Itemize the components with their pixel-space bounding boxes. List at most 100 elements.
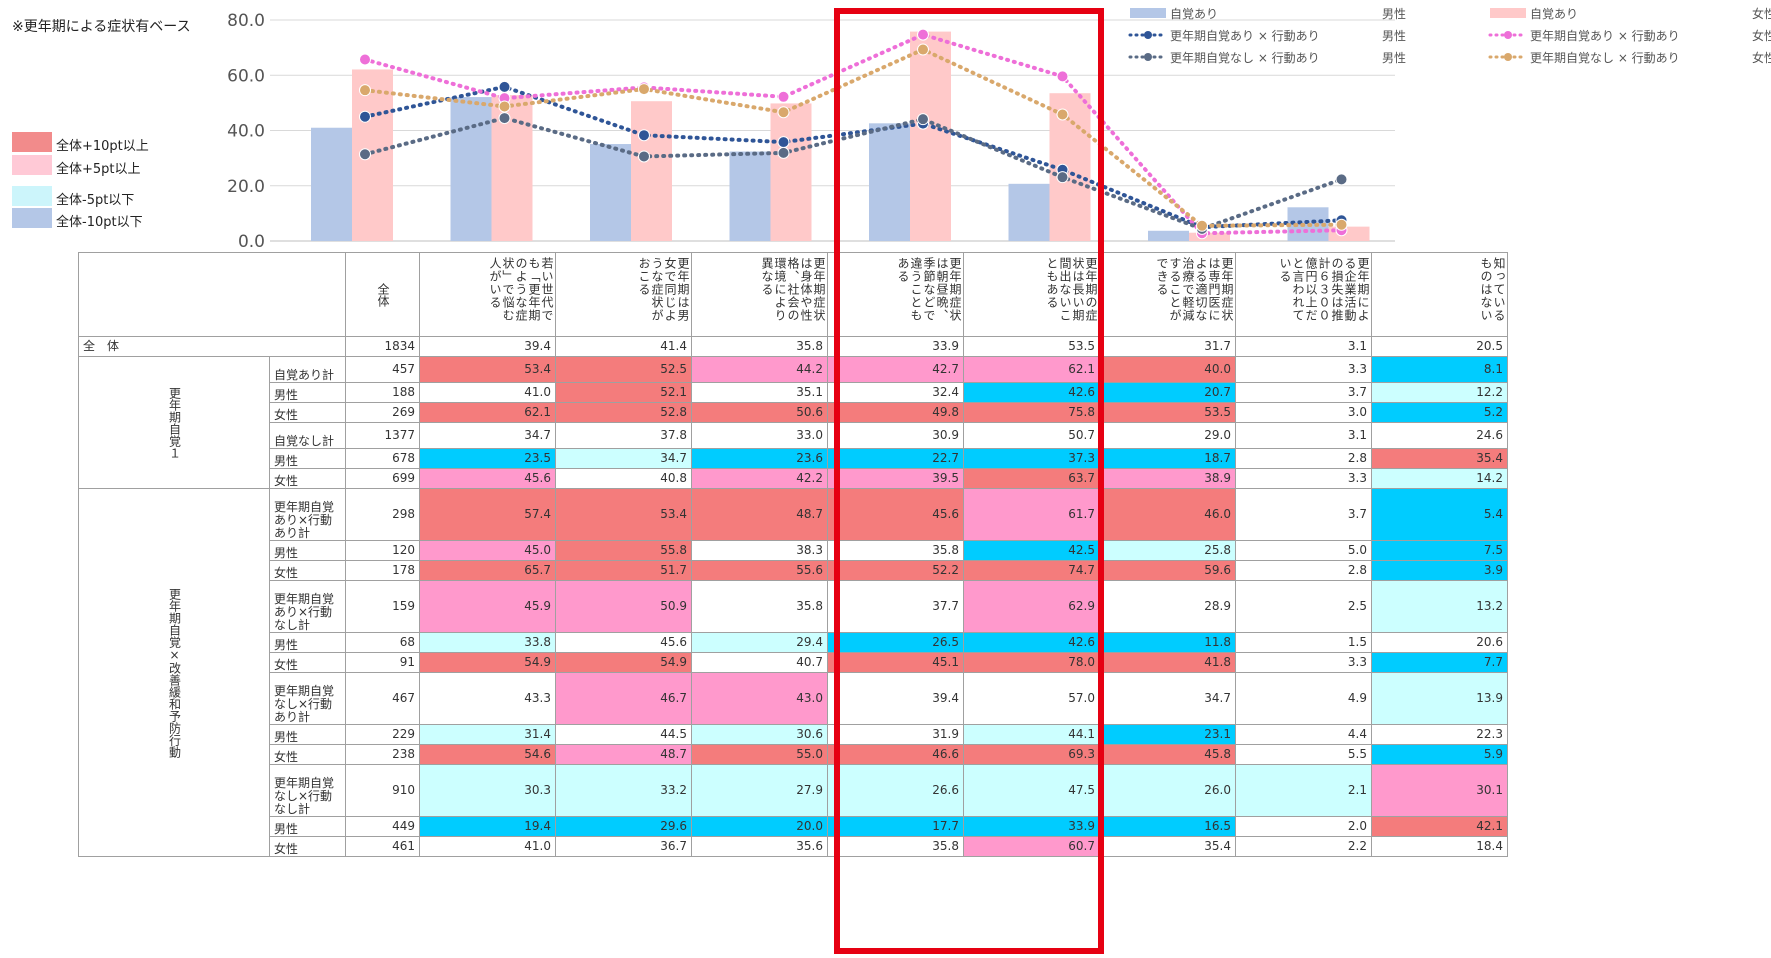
data-cell: 29.6 — [555, 816, 692, 837]
legend-label: 全体-5pt以下 — [56, 193, 135, 208]
sample-size: 449 — [345, 816, 420, 837]
data-cell: 61.7 — [963, 488, 1100, 541]
line-point — [359, 84, 371, 97]
data-cell: 13.9 — [1371, 672, 1508, 725]
data-cell: 46.7 — [555, 672, 692, 725]
bar — [631, 101, 672, 241]
data-cell: 2.1 — [1235, 764, 1372, 817]
line-point — [777, 106, 790, 119]
bar — [352, 69, 393, 241]
table-row: 女性 238 54.6 48.7 55.0 46.6 69.3 45.8 5.5 5.9 — [79, 744, 1508, 765]
data-cell: 45.1 — [827, 652, 964, 673]
data-cell: 44.2 — [691, 356, 828, 383]
data-cell: 32.4 — [827, 382, 964, 403]
data-cell: 5.9 — [1371, 744, 1508, 765]
y-tick-label: 0.0 — [238, 232, 265, 250]
sample-size: 467 — [345, 672, 420, 725]
data-cell: 22.7 — [827, 448, 964, 469]
data-cell: 3.1 — [1235, 336, 1372, 357]
data-table: 全体 若い世代でも「更年期のような症状」で悩む人がいる 更年期は男女で同じような症状… — [78, 252, 1508, 857]
line-point — [777, 146, 790, 159]
table-row: 女性 461 41.0 36.7 35.6 35.8 60.7 35.4 2.2 18.4 — [79, 836, 1508, 857]
data-cell: 42.5 — [963, 540, 1100, 561]
bar — [770, 103, 812, 242]
data-cell: 69.3 — [963, 744, 1100, 765]
data-cell: 4.9 — [1235, 672, 1372, 725]
row-label: 男性 — [269, 540, 346, 561]
data-cell: 54.9 — [555, 652, 692, 673]
data-cell: 31.4 — [419, 724, 556, 745]
data-cell: 27.9 — [691, 764, 828, 817]
data-cell: 35.4 — [1099, 836, 1236, 857]
data-cell: 33.8 — [419, 632, 556, 653]
data-cell: 26.5 — [827, 632, 964, 653]
data-cell: 3.7 — [1235, 488, 1372, 541]
y-tick-label: 60.0 — [227, 66, 265, 86]
data-cell: 37.3 — [963, 448, 1100, 469]
data-cell: 1.5 — [1235, 632, 1372, 653]
legend-line-marker — [1144, 31, 1152, 39]
row-label: 自覚なし計 — [269, 422, 346, 449]
bar — [1148, 230, 1189, 241]
data-cell: 34.7 — [1099, 672, 1236, 725]
data-cell: 45.6 — [419, 468, 556, 489]
data-cell: 54.9 — [419, 652, 556, 673]
data-cell: 29.4 — [691, 632, 828, 653]
data-cell: 35.8 — [691, 336, 828, 357]
line-point — [1335, 218, 1348, 231]
legend-label: 全体-10pt以下 — [56, 215, 143, 230]
line-point — [1196, 219, 1208, 232]
data-cell: 45.6 — [827, 488, 964, 541]
data-cell: 60.7 — [963, 836, 1100, 857]
row-label: 男性 — [269, 632, 346, 653]
row-label: 女性 — [269, 468, 346, 489]
column-header: 知っているものはない — [1371, 252, 1508, 337]
data-cell: 42.1 — [1371, 816, 1508, 837]
row-label: 女性 — [269, 402, 346, 423]
bar — [1008, 183, 1050, 241]
column-header: 若い世代でも「更年期のような症状」で悩む人がいる — [419, 252, 556, 337]
sample-size: 298 — [345, 488, 420, 541]
data-cell: 36.7 — [555, 836, 692, 857]
data-cell: 33.9 — [963, 816, 1100, 837]
legend-line-marker — [1504, 53, 1512, 61]
table-row: 男性 188 41.0 52.1 35.1 32.4 42.6 20.7 3.7 12.2 — [79, 382, 1508, 403]
data-cell: 40.8 — [555, 468, 692, 489]
data-cell: 63.7 — [963, 468, 1100, 489]
data-cell: 7.5 — [1371, 540, 1508, 561]
sample-size: 68 — [345, 632, 420, 653]
data-cell: 52.5 — [555, 356, 692, 383]
column-header: 更年期の症状は長い期間出ないこともある — [963, 252, 1100, 337]
row-label: 女性 — [269, 744, 346, 765]
data-cell: 55.8 — [555, 540, 692, 561]
data-cell: 20.6 — [1371, 632, 1508, 653]
row-label: 女性 — [269, 560, 346, 581]
data-cell: 20.7 — [1099, 382, 1236, 403]
line-point — [638, 83, 650, 96]
data-cell: 17.7 — [827, 816, 964, 837]
data-cell: 42.6 — [963, 382, 1100, 403]
data-cell: 4.4 — [1235, 724, 1372, 745]
data-cell: 65.7 — [419, 560, 556, 581]
data-cell: 24.6 — [1371, 422, 1508, 449]
row-label: 女性 — [269, 652, 346, 673]
data-cell: 40.0 — [1099, 356, 1236, 383]
legend-gender: 女性 — [1752, 28, 1771, 43]
data-cell: 30.1 — [1371, 764, 1508, 817]
table-row: 女性 269 62.1 52.8 50.6 49.8 75.8 53.5 3.0 5.2 — [79, 402, 1508, 423]
line-point — [498, 100, 511, 113]
data-cell: 45.8 — [1099, 744, 1236, 765]
sample-size: 910 — [345, 764, 420, 817]
sample-size: 699 — [345, 468, 420, 489]
header-total: 全体 — [345, 252, 420, 337]
sample-size: 269 — [345, 402, 420, 423]
data-cell: 55.6 — [691, 560, 828, 581]
table-row: 男性 229 31.4 44.5 30.6 31.9 44.1 23.1 4.4 22.3 — [79, 724, 1508, 745]
data-cell: 3.1 — [1235, 422, 1372, 449]
data-cell: 30.3 — [419, 764, 556, 817]
data-cell: 33.9 — [827, 336, 964, 357]
group-label: 更年期自覚１ — [78, 356, 270, 489]
line-point — [638, 129, 650, 142]
bar — [311, 127, 352, 241]
